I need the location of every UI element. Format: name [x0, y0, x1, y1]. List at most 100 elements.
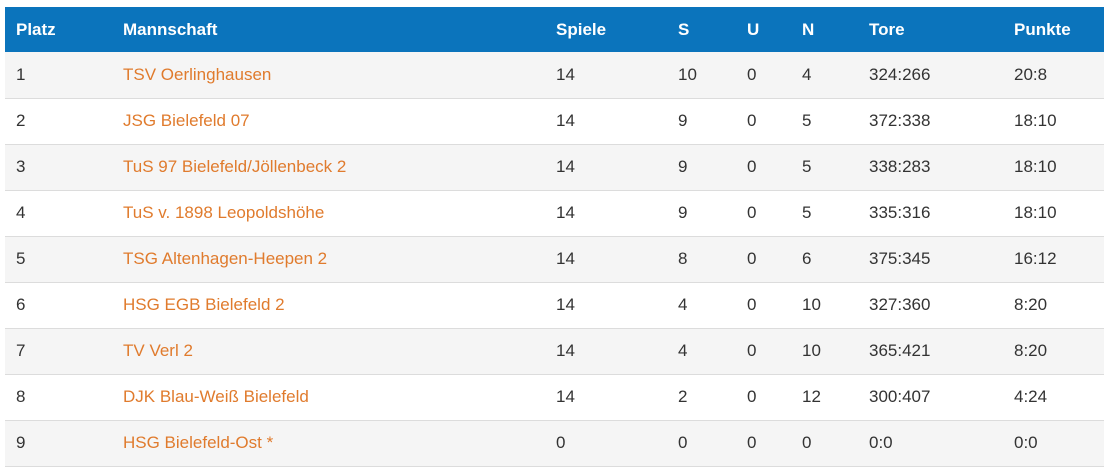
cell-unentschieden: 0	[747, 433, 757, 452]
table-header: Platz Mannschaft Spiele S U N Tore Punkt…	[5, 7, 1104, 52]
cell-platz: 7	[16, 341, 26, 360]
team-link[interactable]: TuS v. 1898 Leopoldshöhe	[123, 203, 325, 222]
cell-niederlagen: 6	[802, 249, 812, 268]
cell-niederlagen: 5	[802, 203, 812, 222]
table-row: 6 HSG EGB Bielefeld 2 14 4 0 10 327:360 8:20	[5, 282, 1104, 328]
cell-spiele: 14	[556, 295, 575, 314]
cell-team: TuS v. 1898 Leopoldshöhe	[112, 190, 545, 236]
cell-spiele: 14	[556, 203, 575, 222]
standings-table: Platz Mannschaft Spiele S U N Tore Punkt…	[5, 7, 1104, 467]
team-link[interactable]: JSG Bielefeld 07	[123, 111, 250, 130]
table-row: 3 TuS 97 Bielefeld/Jöllenbeck 2 14 9 0 5 338:2…	[5, 144, 1104, 190]
cell-spiele: 14	[556, 387, 575, 406]
header-siege: S	[678, 19, 690, 39]
table-row: 1 TSV Oerlinghausen 14 10 0 4 324:266 20:8	[5, 52, 1104, 98]
cell-unentschieden: 0	[747, 157, 757, 176]
header-platz: Platz	[16, 19, 56, 39]
cell-punkte: 20:8	[1014, 64, 1048, 84]
cell-platz: 2	[16, 111, 26, 130]
cell-niederlagen: 5	[802, 157, 812, 176]
cell-spiele: 14	[556, 249, 575, 268]
cell-platz: 9	[16, 433, 26, 452]
cell-niederlagen: 4	[802, 64, 812, 84]
cell-siege: 4	[678, 295, 688, 314]
cell-unentschieden: 0	[747, 387, 757, 406]
team-link[interactable]: DJK Blau-Weiß Bielefeld	[123, 387, 309, 406]
cell-punkte: 18:10	[1014, 157, 1057, 176]
cell-team: DJK Blau-Weiß Bielefeld	[112, 374, 545, 420]
team-link[interactable]: TuS 97 Bielefeld/Jöllenbeck 2	[123, 157, 347, 176]
team-link[interactable]: TSG Altenhagen-Heepen 2	[123, 249, 328, 268]
cell-punkte: 18:10	[1014, 111, 1057, 130]
cell-team: HSG EGB Bielefeld 2	[112, 282, 545, 328]
team-link[interactable]: HSG EGB Bielefeld 2	[123, 295, 285, 314]
cell-platz: 8	[16, 387, 26, 406]
cell-niederlagen: 5	[802, 111, 812, 130]
cell-niederlagen: 10	[802, 295, 821, 314]
team-link[interactable]: TV Verl 2	[123, 341, 193, 360]
header-tore: Tore	[869, 19, 905, 39]
cell-tore: 338:283	[869, 157, 931, 176]
cell-punkte: 0:0	[1014, 433, 1038, 452]
cell-team: TuS 97 Bielefeld/Jöllenbeck 2	[112, 144, 545, 190]
header-punkte: Punkte	[1014, 19, 1071, 39]
cell-team: TSG Altenhagen-Heepen 2	[112, 236, 545, 282]
cell-punkte: 16:12	[1014, 249, 1057, 268]
header-row: Platz Mannschaft Spiele S U N Tore Punkt…	[5, 7, 1104, 52]
cell-platz: 4	[16, 203, 26, 222]
cell-siege: 10	[678, 64, 697, 84]
header-mannschaft: Mannschaft	[123, 19, 218, 39]
standings-table-container: Platz Mannschaft Spiele S U N Tore Punkt…	[5, 7, 1104, 467]
cell-tore: 372:338	[869, 111, 931, 130]
table-body: 1 TSV Oerlinghausen 14 10 0 4 324:266 20:8 2 JSG …	[5, 52, 1104, 466]
cell-siege: 9	[678, 203, 688, 222]
team-link[interactable]: TSV Oerlinghausen	[123, 64, 272, 84]
cell-tore: 324:266	[869, 64, 931, 84]
cell-siege: 4	[678, 341, 688, 360]
table-row: 4 TuS v. 1898 Leopoldshöhe 14 9 0 5 335:316 18:…	[5, 190, 1104, 236]
cell-spiele: 0	[556, 433, 566, 452]
cell-spiele: 14	[556, 111, 575, 130]
cell-punkte: 8:20	[1014, 341, 1048, 360]
cell-team: HSG Bielefeld-Ost *	[112, 420, 545, 466]
cell-spiele: 14	[556, 157, 575, 176]
cell-team: JSG Bielefeld 07	[112, 98, 545, 144]
cell-siege: 2	[678, 387, 688, 406]
table-row: 7 TV Verl 2 14 4 0 10 365:421 8:20	[5, 328, 1104, 374]
cell-platz: 1	[16, 64, 26, 84]
cell-unentschieden: 0	[747, 295, 757, 314]
cell-tore: 0:0	[869, 433, 893, 452]
cell-unentschieden: 0	[747, 341, 757, 360]
cell-spiele: 14	[556, 341, 575, 360]
cell-team: TV Verl 2	[112, 328, 545, 374]
cell-punkte: 18:10	[1014, 203, 1057, 222]
table-row: 2 JSG Bielefeld 07 14 9 0 5 372:338 18:10	[5, 98, 1104, 144]
header-unentschieden: U	[747, 19, 760, 39]
cell-niederlagen: 0	[802, 433, 812, 452]
team-link[interactable]: HSG Bielefeld-Ost *	[123, 433, 274, 452]
cell-siege: 8	[678, 249, 688, 268]
table-row: 8 DJK Blau-Weiß Bielefeld 14 2 0 12 300:407 4:2…	[5, 374, 1104, 420]
cell-niederlagen: 10	[802, 341, 821, 360]
cell-niederlagen: 12	[802, 387, 821, 406]
cell-tore: 365:421	[869, 341, 931, 360]
cell-tore: 300:407	[869, 387, 931, 406]
cell-siege: 0	[678, 433, 688, 452]
cell-platz: 3	[16, 157, 26, 176]
cell-unentschieden: 0	[747, 249, 757, 268]
header-niederlagen: N	[802, 19, 815, 39]
cell-punkte: 8:20	[1014, 295, 1048, 314]
cell-siege: 9	[678, 157, 688, 176]
cell-unentschieden: 0	[747, 64, 757, 84]
cell-punkte: 4:24	[1014, 387, 1048, 406]
cell-platz: 5	[16, 249, 26, 268]
cell-tore: 327:360	[869, 295, 931, 314]
cell-platz: 6	[16, 295, 26, 314]
cell-siege: 9	[678, 111, 688, 130]
table-row: 9 HSG Bielefeld-Ost * 0 0 0 0 0:0 0:0	[5, 420, 1104, 466]
cell-team: TSV Oerlinghausen	[112, 52, 545, 98]
cell-tore: 335:316	[869, 203, 931, 222]
cell-spiele: 14	[556, 64, 575, 84]
header-spiele: Spiele	[556, 19, 607, 39]
cell-unentschieden: 0	[747, 203, 757, 222]
